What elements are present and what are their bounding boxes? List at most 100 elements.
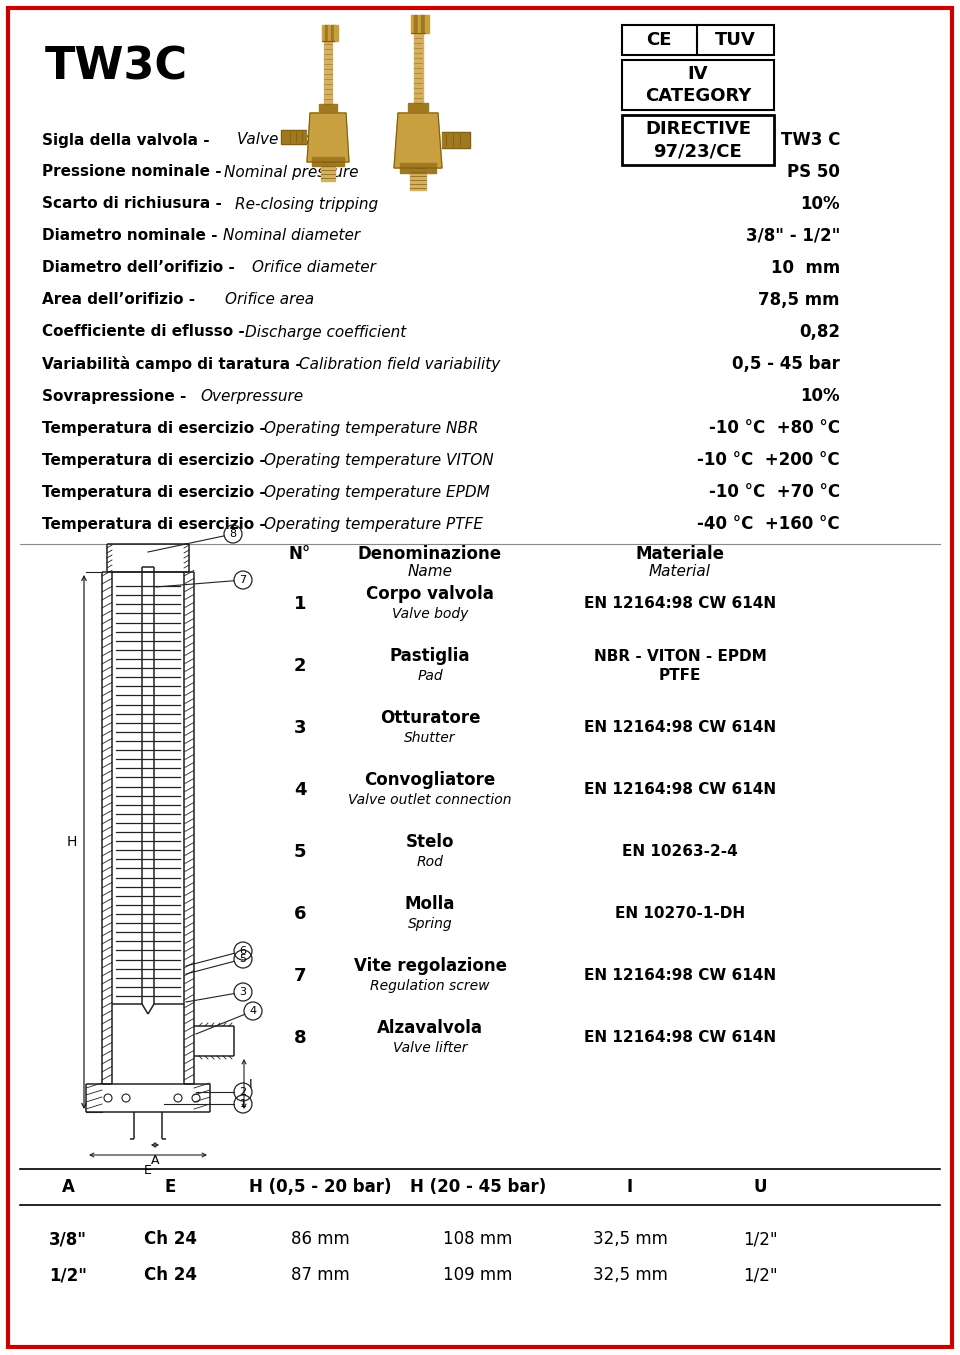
Text: PS 50: PS 50 (787, 163, 840, 182)
Text: Materiale: Materiale (636, 545, 725, 562)
Text: 3/8": 3/8" (49, 1230, 87, 1248)
Bar (319, 104, 337, 112)
Bar (281, 130, 306, 144)
Text: Operating temperature VITON: Operating temperature VITON (264, 453, 493, 467)
Text: 87 mm: 87 mm (291, 1266, 349, 1285)
Text: Discharge coefficient: Discharge coefficient (245, 324, 406, 340)
Text: Sovrapressione -: Sovrapressione - (42, 389, 186, 404)
Text: Spring: Spring (408, 917, 452, 931)
Text: Calibration field variability: Calibration field variability (299, 356, 500, 371)
Bar (400, 163, 436, 173)
Text: -10 °C  +70 °C: -10 °C +70 °C (708, 482, 840, 501)
Text: A: A (61, 1177, 75, 1196)
Text: 1/2": 1/2" (743, 1230, 778, 1248)
Text: Temperatura di esercizio -: Temperatura di esercizio - (42, 453, 266, 467)
Text: Area dell’orifizio -: Area dell’orifizio - (42, 293, 195, 308)
Text: Diametro dell’orifizio -: Diametro dell’orifizio - (42, 260, 235, 275)
Bar (425, 15, 429, 33)
Text: EN 10270-1-DH: EN 10270-1-DH (615, 906, 745, 921)
Text: Scarto di richiusura -: Scarto di richiusura - (42, 196, 222, 211)
Bar (408, 103, 428, 112)
Text: 86 mm: 86 mm (291, 1230, 349, 1248)
Text: 3: 3 (294, 720, 306, 737)
Bar (411, 15, 415, 33)
Text: Name: Name (407, 565, 452, 580)
Text: H (0,5 - 20 bar): H (0,5 - 20 bar) (249, 1177, 392, 1196)
Text: Temperatura di esercizio -: Temperatura di esercizio - (42, 420, 266, 435)
Text: I: I (249, 1077, 252, 1091)
Text: Valve body: Valve body (392, 607, 468, 621)
Text: Pastiglia: Pastiglia (390, 646, 470, 665)
Text: 7: 7 (294, 967, 306, 985)
Text: Variabilità campo di taratura -: Variabilità campo di taratura - (42, 356, 301, 373)
Text: H: H (66, 835, 77, 850)
Text: Coefficiente di eflusso -: Coefficiente di eflusso - (42, 324, 245, 340)
Text: EN 12164:98 CW 614N: EN 12164:98 CW 614N (584, 721, 776, 736)
Text: EN 12164:98 CW 614N: EN 12164:98 CW 614N (584, 969, 776, 984)
Text: 108 mm: 108 mm (444, 1230, 513, 1248)
Text: 10%: 10% (801, 388, 840, 405)
Text: 10  mm: 10 mm (771, 259, 840, 276)
Text: Overpressure: Overpressure (200, 389, 303, 404)
Text: -10 °C  +80 °C: -10 °C +80 °C (709, 419, 840, 438)
Text: 6: 6 (239, 946, 247, 957)
Bar (324, 41, 332, 104)
Text: Valve lifter: Valve lifter (393, 1041, 468, 1056)
Text: EN 10263-2-4: EN 10263-2-4 (622, 844, 738, 859)
Bar (421, 15, 425, 33)
Text: Sigla della valvola -: Sigla della valvola - (42, 133, 209, 148)
Text: TW3 C: TW3 C (780, 131, 840, 149)
Text: Orifice area: Orifice area (225, 293, 314, 308)
Text: Operating temperature EPDM: Operating temperature EPDM (264, 485, 490, 500)
Bar (312, 157, 344, 167)
Text: Material: Material (649, 565, 711, 580)
Text: 5: 5 (294, 843, 306, 860)
Text: DIRECTIVE
97/23/CE: DIRECTIVE 97/23/CE (645, 119, 751, 160)
Text: 0,5 - 45 bar: 0,5 - 45 bar (732, 355, 840, 373)
Text: Operating temperature NBR: Operating temperature NBR (264, 420, 478, 435)
Bar (321, 163, 335, 182)
Text: Denominazione: Denominazione (358, 545, 502, 562)
Text: 32,5 mm: 32,5 mm (592, 1266, 667, 1285)
Bar (414, 33, 423, 103)
Text: Vite regolazione: Vite regolazione (353, 957, 507, 976)
Text: Molla: Molla (405, 896, 455, 913)
Text: 7: 7 (239, 575, 247, 585)
Bar (442, 131, 470, 148)
Text: IV
CATEGORY: IV CATEGORY (645, 65, 751, 106)
Text: Otturatore: Otturatore (380, 709, 480, 728)
Text: 8: 8 (294, 1028, 306, 1047)
Text: Convogliatore: Convogliatore (365, 771, 495, 789)
Text: E: E (144, 1164, 152, 1177)
Text: Ch 24: Ch 24 (143, 1266, 197, 1285)
Text: Ch 24: Ch 24 (143, 1230, 197, 1248)
Text: 78,5 mm: 78,5 mm (758, 291, 840, 309)
Text: EN 12164:98 CW 614N: EN 12164:98 CW 614N (584, 1031, 776, 1046)
Text: 3/8" - 1/2": 3/8" - 1/2" (746, 228, 840, 245)
Text: EN 12164:98 CW 614N: EN 12164:98 CW 614N (584, 596, 776, 611)
Text: 2: 2 (294, 657, 306, 675)
Text: Orifice diameter: Orifice diameter (252, 260, 376, 275)
Text: 109 mm: 109 mm (444, 1266, 513, 1285)
Text: H (20 - 45 bar): H (20 - 45 bar) (410, 1177, 546, 1196)
Text: -10 °C  +200 °C: -10 °C +200 °C (697, 451, 840, 469)
Polygon shape (394, 112, 442, 168)
Text: Shutter: Shutter (404, 730, 456, 745)
Text: Temperatura di esercizio -: Temperatura di esercizio - (42, 485, 266, 500)
Polygon shape (307, 112, 349, 163)
Text: TUV: TUV (714, 31, 756, 49)
Text: E: E (164, 1177, 176, 1196)
Text: N°: N° (289, 545, 311, 562)
Text: Alzavalvola: Alzavalvola (377, 1019, 483, 1037)
Text: 10%: 10% (801, 195, 840, 213)
Text: 1: 1 (294, 595, 306, 612)
Text: NBR - VITON - EPDM
PTFE: NBR - VITON - EPDM PTFE (593, 649, 766, 683)
Text: A: A (151, 1154, 159, 1167)
Text: Stelo: Stelo (406, 833, 454, 851)
Bar (325, 24, 329, 41)
Text: 32,5 mm: 32,5 mm (592, 1230, 667, 1248)
Text: Regulation screw: Regulation screw (371, 980, 490, 993)
Text: 4: 4 (294, 780, 306, 799)
Bar (334, 24, 338, 41)
Text: Rod: Rod (417, 855, 444, 869)
